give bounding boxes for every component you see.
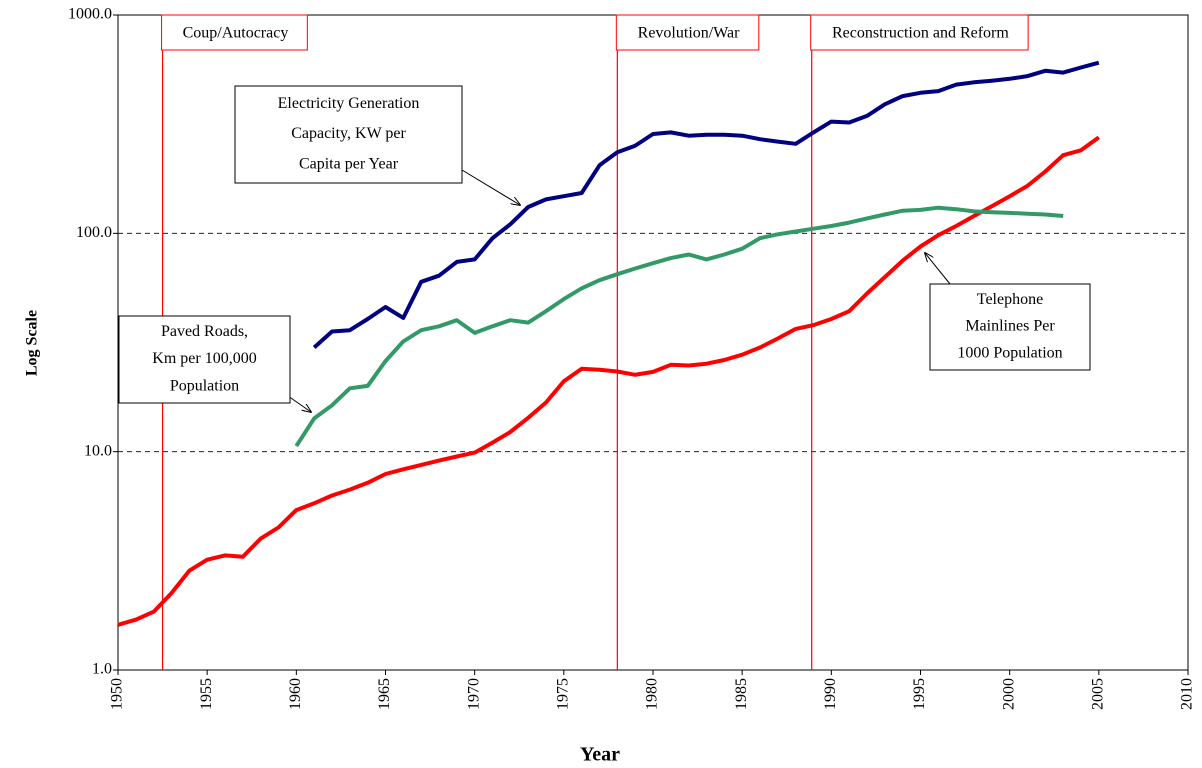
y-axis-label: Log Scale xyxy=(24,310,41,376)
x-tick-label: 1955 xyxy=(198,678,215,710)
x-tick-label: 1985 xyxy=(733,678,750,710)
y-tick-label: 1.0 xyxy=(92,661,112,678)
x-tick-label: 1960 xyxy=(287,678,304,710)
period-label: Coup/Autocracy xyxy=(183,25,289,42)
annotation-text: 1000 Population xyxy=(957,345,1062,362)
annotation-text: Mainlines Per xyxy=(965,318,1055,335)
x-tick-label: 2000 xyxy=(1000,678,1017,710)
y-tick-label: 100.0 xyxy=(76,224,112,241)
annotation-text: Capacity, KW per xyxy=(291,125,406,142)
period-box xyxy=(161,14,308,51)
period-label: Revolution/War xyxy=(638,25,740,42)
x-tick-label: 1995 xyxy=(911,678,928,710)
annotation-arrow xyxy=(925,253,951,285)
period-label: Reconstruction and Reform xyxy=(832,25,1009,42)
annotation-text: Telephone xyxy=(977,291,1043,308)
x-tick-label: 1980 xyxy=(644,678,661,710)
period-box xyxy=(810,14,1029,51)
x-tick-label: 1965 xyxy=(376,678,393,710)
x-tick-label: 1970 xyxy=(465,678,482,710)
annotation-text: Paved Roads, xyxy=(161,323,248,340)
series-line xyxy=(294,205,1064,448)
annotation-text: Population xyxy=(170,377,239,394)
x-tick-label: 1975 xyxy=(555,678,572,710)
x-tick-label: 2010 xyxy=(1179,678,1196,710)
series-line xyxy=(312,60,1100,349)
y-tick-label: 10.0 xyxy=(84,442,112,459)
x-tick-label: 1950 xyxy=(109,678,126,710)
annotation-arrow xyxy=(461,169,520,205)
annotation-box xyxy=(118,315,291,404)
annotation-box xyxy=(929,283,1091,371)
annotation-text: Capita per Year xyxy=(299,155,399,172)
period-box xyxy=(615,14,760,51)
annotation-text: Electricity Generation xyxy=(278,95,420,112)
annotation-text: Km per 100,000 xyxy=(152,350,256,367)
annotation-arrow xyxy=(287,395,311,412)
x-tick-label: 1990 xyxy=(822,678,839,710)
x-axis-label: Year xyxy=(580,744,620,766)
x-tick-label: 2005 xyxy=(1090,678,1107,710)
y-tick-label: 1000.0 xyxy=(68,6,112,23)
annotation-box xyxy=(234,85,463,184)
series-line xyxy=(117,135,1100,627)
